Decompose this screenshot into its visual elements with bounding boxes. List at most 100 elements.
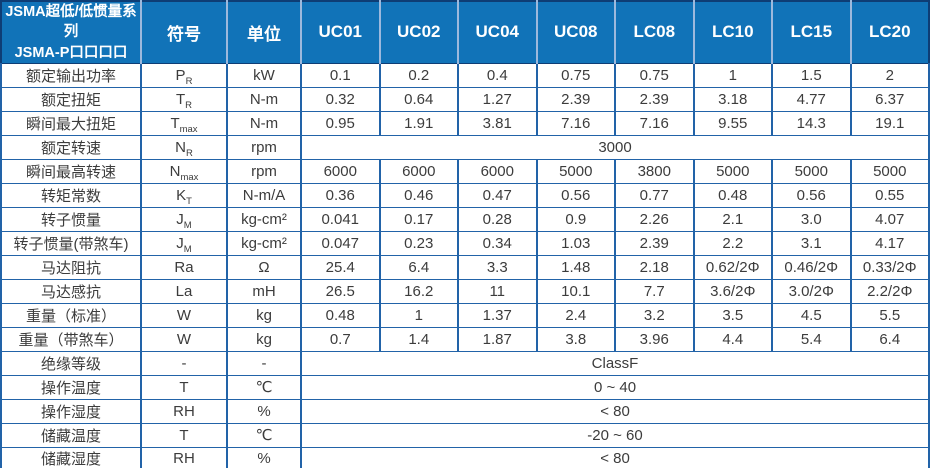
cell-value-uc02: 1.91 <box>378 110 459 136</box>
cell-value-uc08: 0.56 <box>535 182 616 208</box>
cell-value-uc02: 6.4 <box>378 254 459 280</box>
cell-value-uc01: 0.32 <box>300 86 381 112</box>
cell-value-lc08: 7.7 <box>614 278 695 304</box>
cell-value-lc15: 1.5 <box>771 62 852 88</box>
row-unit: kg-cm² <box>226 206 302 232</box>
cell-value-lc15: 0.46/2Φ <box>771 254 852 280</box>
symbol-base: T <box>179 378 189 396</box>
symbol-base: N <box>175 138 186 156</box>
row-label: 马达阻抗 <box>0 254 142 280</box>
symbol-base: N <box>169 162 181 180</box>
cell-value-lc10: 9.55 <box>692 110 773 136</box>
cell-value-lc10: 3.5 <box>692 302 773 328</box>
row-label: 操作湿度 <box>0 398 142 424</box>
cell-value-uc01: 0.48 <box>300 302 381 328</box>
row-unit: % <box>226 398 302 424</box>
cell-value-uc08: 1.48 <box>535 254 616 280</box>
cell-value-lc15: 5.4 <box>771 326 852 352</box>
cell-value-uc01: 0.047 <box>300 230 381 256</box>
symbol-base: J <box>176 210 184 228</box>
table-header: JSMA超低/低惯量系列 JSMA-P口口口口 符号 单位 UC01 UC02 UC… <box>1 1 930 64</box>
model-column-header-uc01: UC01 <box>301 1 381 64</box>
symbol-base: W <box>176 330 192 348</box>
cell-value-uc04: 1.27 <box>457 86 538 112</box>
row-unit: - <box>226 350 302 376</box>
cell-value-lc20: 5.5 <box>849 302 930 328</box>
row-symbol: T <box>140 422 228 448</box>
merged-value: < 80 <box>300 446 930 468</box>
cell-value-uc01: 0.1 <box>300 62 381 88</box>
spec-row-1: 额定扭矩 TR N-m 0.32 0.64 1.27 2.39 2.39 3.18 4.77 6.3… <box>0 86 930 112</box>
cell-value-lc20: 6.37 <box>849 86 930 112</box>
row-symbol: RH <box>140 446 228 468</box>
cell-value-uc08: 1.03 <box>535 230 616 256</box>
row-symbol: W <box>140 326 228 352</box>
merged-value: ClassF <box>300 350 930 376</box>
cell-value-lc15: 5000 <box>771 158 852 184</box>
spec-row-8: 马达阻抗 Ra Ω 25.4 6.4 3.3 1.48 2.18 0.62/2Φ 0.46/2Φ 0… <box>0 254 930 280</box>
symbol-subscript: T <box>186 195 192 207</box>
cell-value-lc10: 2.1 <box>692 206 773 232</box>
row-label: 储藏温度 <box>0 422 142 448</box>
cell-value-uc04: 0.28 <box>457 206 538 232</box>
symbol-subscript: M <box>183 219 192 231</box>
merged-value: 3000 <box>300 134 930 160</box>
symbol-base: RH <box>173 450 195 468</box>
cell-value-uc02: 0.46 <box>378 182 459 208</box>
cell-value-lc08: 0.77 <box>614 182 695 208</box>
cell-value-lc20: 0.55 <box>849 182 930 208</box>
row-unit: kg <box>226 326 302 352</box>
cell-value-uc08: 0.9 <box>535 206 616 232</box>
header-row: JSMA超低/低惯量系列 JSMA-P口口口口 符号 单位 UC01 UC02 UC… <box>1 1 930 64</box>
spec-row-2: 瞬间最大扭矩 Tmax N-m 0.95 1.91 3.81 7.16 7.16 9.55 14.… <box>0 110 930 136</box>
cell-value-uc01: 0.95 <box>300 110 381 136</box>
row-symbol: La <box>140 278 228 304</box>
symbol-base: P <box>175 66 186 84</box>
cell-value-lc15: 14.3 <box>771 110 852 136</box>
row-unit: rpm <box>226 158 302 184</box>
spec-row-12: 绝缘等级 - - ClassF <box>0 350 930 376</box>
model-column-header-lc08: LC08 <box>615 1 695 64</box>
row-unit: kg-cm² <box>226 230 302 256</box>
cell-value-uc01: 0.7 <box>300 326 381 352</box>
cell-value-uc02: 1 <box>378 302 459 328</box>
cell-value-lc10: 3.6/2Φ <box>692 278 773 304</box>
cell-value-uc08: 2.39 <box>535 86 616 112</box>
row-unit: kW <box>226 62 302 88</box>
row-symbol: Tmax <box>140 110 228 136</box>
spec-row-15: 储藏温度 T ℃ -20 ~ 60 <box>0 422 930 448</box>
symbol-base: K <box>176 186 187 204</box>
merged-value: -20 ~ 60 <box>300 422 930 448</box>
cell-value-lc20: 6.4 <box>849 326 930 352</box>
cell-value-lc10: 2.2 <box>692 230 773 256</box>
symbol-base: La <box>175 282 193 300</box>
cell-value-uc04: 1.37 <box>457 302 538 328</box>
table-title-line1: JSMA超低/低惯量系列 <box>5 4 137 41</box>
row-symbol: KT <box>140 182 228 208</box>
merged-value: 0 ~ 40 <box>300 374 930 400</box>
spec-row-6: 转子惯量 JM kg-cm² 0.041 0.17 0.28 0.9 2.26 2.1 3.0 4.… <box>0 206 930 232</box>
symbol-base: J <box>176 234 184 252</box>
cell-value-lc15: 0.56 <box>771 182 852 208</box>
model-column-header-lc15: LC15 <box>772 1 852 64</box>
spec-row-14: 操作湿度 RH% < 80 <box>0 398 930 424</box>
row-label: 转子惯量(带煞车) <box>0 230 142 256</box>
symbol-subscript: R <box>185 99 193 111</box>
unit-column-header: 单位 <box>227 1 302 64</box>
row-symbol: NR <box>140 134 228 160</box>
symbol-base: W <box>176 306 192 324</box>
cell-value-uc02: 16.2 <box>378 278 459 304</box>
row-symbol: PR <box>140 62 228 88</box>
cell-value-uc02: 0.2 <box>378 62 459 88</box>
cell-value-uc08: 3.8 <box>535 326 616 352</box>
cell-value-lc10: 0.62/2Φ <box>692 254 773 280</box>
row-label: 重量（带煞车） <box>0 326 142 352</box>
cell-value-uc04: 3.3 <box>457 254 538 280</box>
row-label: 额定扭矩 <box>0 86 142 112</box>
row-label: 额定输出功率 <box>0 62 142 88</box>
cell-value-lc08: 2.39 <box>614 230 695 256</box>
cell-value-uc02: 0.17 <box>378 206 459 232</box>
cell-value-lc10: 5000 <box>692 158 773 184</box>
symbol-base: Ra <box>174 258 194 276</box>
